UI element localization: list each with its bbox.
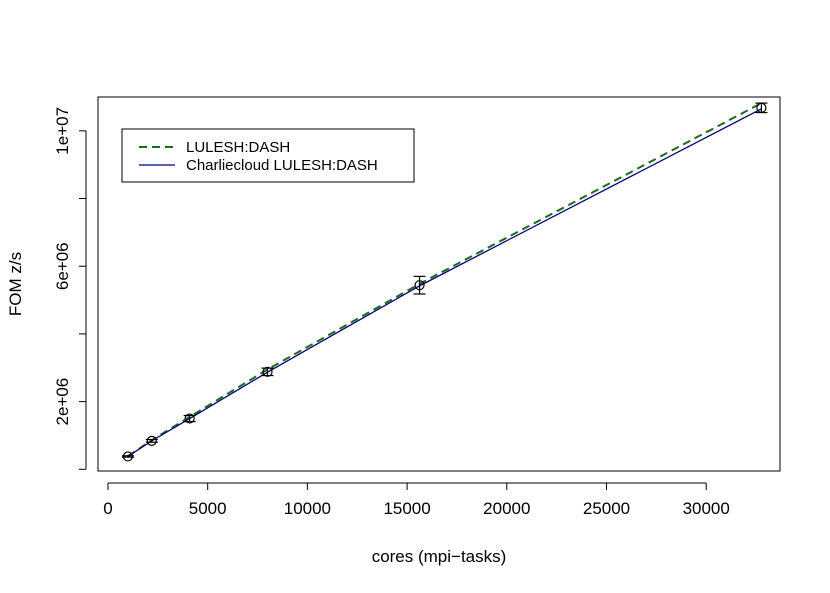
legend-entry-lulesh-dash: LULESH:DASH — [186, 139, 290, 156]
x-axis-label: cores (mpi−tasks) — [372, 547, 507, 566]
plot-frame — [97, 96, 781, 472]
x-tick-label: 0 — [103, 499, 112, 518]
x-tick-label: 15000 — [383, 499, 430, 518]
data-point-marker — [756, 102, 767, 113]
y-tick-label: 6e+06 — [53, 242, 72, 290]
error-bar-layer — [121, 102, 768, 462]
series-line-lulesh-dash — [127, 102, 762, 457]
x-tick-label: 10000 — [284, 499, 331, 518]
legend-box — [121, 128, 415, 183]
data-point-marker — [414, 280, 425, 291]
y-tick-label: 2e+06 — [53, 378, 72, 426]
x-tick-label: 20000 — [483, 499, 530, 518]
y-axis: 2e+06 6e+06 1e+07 — [53, 107, 87, 470]
data-point-marker — [122, 451, 134, 462]
y-tick-label: 1e+07 — [53, 107, 72, 155]
x-tick-label: 25000 — [583, 499, 630, 518]
legend: LULESH:DASH Charliecloud LULESH:DASH — [121, 128, 415, 183]
y-axis-label: FOM z/s — [6, 252, 25, 316]
data-point-marker — [262, 366, 273, 377]
legend-entry-charliecloud: Charliecloud LULESH:DASH — [186, 157, 378, 174]
x-tick-label: 30000 — [683, 499, 730, 518]
x-tick-label: 5000 — [189, 499, 227, 518]
data-point-marker — [146, 435, 157, 446]
x-axis: 0 5000 10000 15000 20000 25000 30000 — [103, 482, 730, 518]
data-point-marker — [184, 413, 195, 424]
